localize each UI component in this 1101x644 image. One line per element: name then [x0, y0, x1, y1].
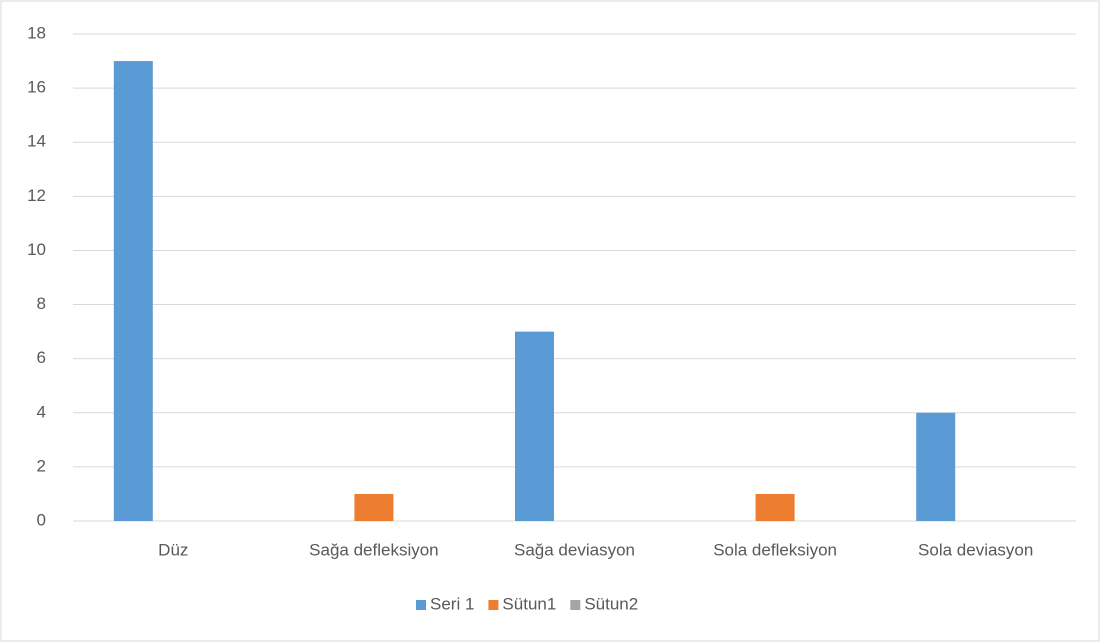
bar: [755, 493, 795, 521]
legend-label: Sütun2: [584, 594, 638, 613]
y-tick-label: 0: [37, 510, 46, 529]
y-tick-label: 18: [27, 23, 46, 42]
x-tick-label: Sola defleksiyon: [713, 540, 837, 559]
y-tick-label: 6: [37, 348, 46, 367]
y-tick-label: 8: [37, 294, 46, 313]
bar: [515, 331, 554, 521]
x-tick-label: Düz: [158, 540, 188, 559]
y-tick-label: 2: [37, 456, 46, 475]
y-tick-label: 12: [27, 186, 46, 205]
legend-label: Sütun1: [502, 594, 556, 613]
y-tick-label: 4: [37, 402, 46, 421]
legend-label: Seri 1: [430, 594, 474, 613]
y-tick-label: 14: [27, 132, 46, 151]
bar: [113, 61, 153, 522]
y-tick-label: 16: [27, 78, 46, 97]
x-tick-label: Sağa deviasyon: [514, 540, 635, 559]
x-tick-label: Sağa defleksiyon: [309, 540, 438, 559]
bar: [354, 493, 394, 521]
legend-swatch: [416, 600, 426, 610]
legend-swatch: [488, 600, 499, 610]
bar: [916, 412, 956, 521]
legend-swatch: [570, 600, 581, 610]
x-tick-label: Sola deviasyon: [918, 540, 1033, 559]
y-tick-label: 10: [27, 240, 46, 259]
